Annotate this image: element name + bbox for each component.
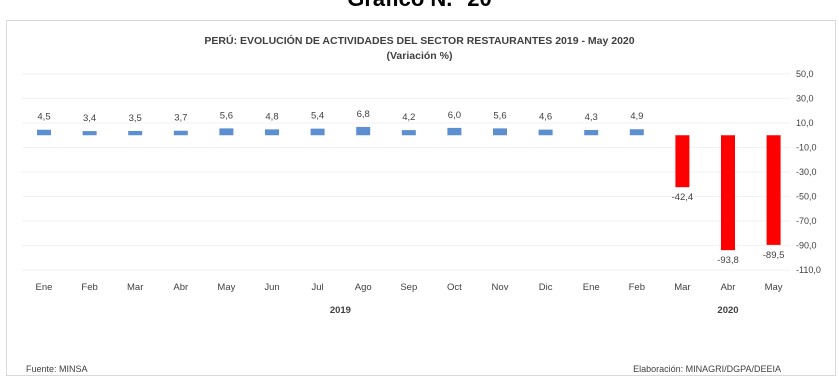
bar [219, 128, 234, 136]
data-label: -93,8 [717, 255, 739, 266]
y-tick-label: 50,0 [796, 69, 814, 79]
y-tick-label: -30,0 [796, 167, 817, 177]
x-tick-label: Sep [400, 282, 417, 293]
x-tick-label: Nov [492, 282, 509, 293]
value-labels: 4,5 3,4 3,5 3,7 5,6 4,8 5,4 6,8 4,2 6,0 5,6 4,6 4,3 4… [37, 109, 784, 266]
y-tick-label: -50,0 [796, 192, 817, 202]
year-labels: 2019 2020 [330, 305, 739, 316]
bar [493, 128, 507, 136]
bar [356, 126, 371, 136]
data-label: 3,7 [174, 113, 187, 124]
chart-subtitle: (Variación %) [386, 50, 453, 62]
bars [37, 126, 781, 251]
y-tick-label: 30,0 [796, 94, 814, 104]
data-label: 4,8 [265, 111, 278, 122]
y-axis-ticks: 50,0 30,0 10,0 -10,0 -30,0 -50,0 -70,0 -90,0 -11… [796, 69, 821, 275]
data-label: -42,4 [672, 192, 694, 203]
data-label: 5,4 [311, 111, 324, 122]
x-tick-label: Jun [264, 282, 279, 293]
bar [675, 135, 690, 188]
bar [401, 130, 416, 136]
x-tick-label: Jul [312, 282, 324, 293]
x-tick-label: Ene [583, 282, 600, 293]
data-label: 4,9 [630, 111, 643, 122]
data-label: 3,4 [83, 113, 96, 124]
data-label: 5,6 [220, 110, 233, 121]
x-tick-label: May [765, 282, 783, 293]
x-tick-label: Oct [447, 282, 462, 293]
bar [766, 135, 781, 245]
page-header: Gráfico N.° 20 [0, 0, 839, 12]
x-tick-label: Abr [721, 282, 736, 293]
y-tick-label: -90,0 [796, 241, 817, 251]
data-label: 4,6 [539, 112, 552, 123]
credit-note: Elaboración: MINAGRI/DGPA/DEEIA [633, 364, 781, 374]
data-label: 4,5 [37, 112, 50, 123]
chart-title: PERÚ: EVOLUCIÓN DE ACTIVIDADES DEL SECTO… [204, 35, 635, 47]
x-tick-label: Ene [36, 282, 53, 293]
data-label: 6,8 [357, 109, 370, 120]
bar [37, 129, 51, 136]
bar [265, 129, 279, 136]
bar [310, 128, 325, 136]
y-tick-label: 10,0 [796, 118, 814, 128]
chart-frame [6, 20, 836, 376]
data-label: 4,2 [402, 112, 415, 123]
bar [629, 129, 644, 136]
bar [82, 131, 97, 136]
x-tick-label: May [217, 282, 235, 293]
bar [128, 130, 143, 136]
data-label: -89,5 [763, 250, 785, 261]
data-label: 3,5 [129, 113, 142, 124]
x-tick-label: Feb [629, 282, 645, 293]
x-tick-label: Mar [674, 282, 690, 293]
x-tick-label: Abr [173, 282, 188, 293]
x-tick-label: Dic [539, 282, 553, 293]
data-label: 6,0 [448, 110, 461, 121]
x-axis-ticks: Ene Feb Mar Abr May Jun Jul Ago Sep Oct Nov Dic Ene F… [36, 282, 783, 293]
year-label: 2020 [717, 305, 738, 316]
y-tick-label: -70,0 [796, 216, 817, 226]
data-label: 4,3 [585, 112, 598, 123]
gridlines [22, 73, 790, 271]
year-label: 2019 [330, 305, 351, 316]
y-tick-label: -10,0 [796, 143, 817, 153]
bar [584, 129, 599, 136]
data-label: 5,6 [493, 110, 506, 121]
source-note: Fuente: MINSA [26, 364, 88, 374]
x-tick-label: Feb [81, 282, 97, 293]
bar [173, 130, 188, 136]
bar [447, 127, 462, 136]
x-tick-label: Mar [127, 282, 143, 293]
bar [538, 129, 553, 136]
y-tick-label: -110,0 [796, 265, 821, 275]
x-tick-label: Ago [355, 282, 372, 293]
bar [721, 135, 735, 251]
